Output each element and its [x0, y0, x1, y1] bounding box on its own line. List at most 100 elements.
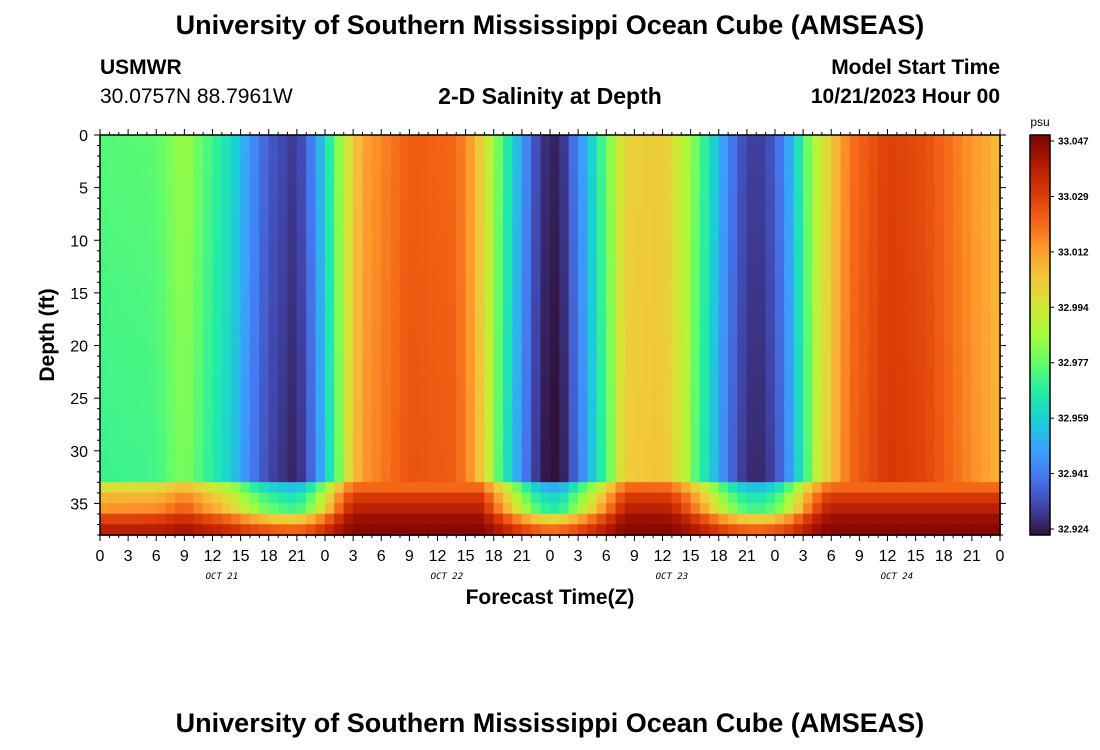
- heatmap-cell: [249, 408, 261, 420]
- heatmap-cell: [137, 187, 148, 199]
- heatmap-cell: [474, 271, 486, 284]
- heatmap-cell: [746, 345, 757, 357]
- heatmap-cell: [287, 208, 298, 220]
- heatmap-cell: [343, 176, 354, 189]
- heatmap-cell: [212, 261, 223, 273]
- heatmap-cell: [746, 524, 757, 536]
- heatmap-cell: [362, 250, 373, 263]
- heatmap-cell: [540, 303, 551, 315]
- heatmap-cell: [699, 471, 711, 484]
- heatmap-cell: [240, 398, 251, 410]
- heatmap-cell: [334, 345, 345, 357]
- heatmap-cell: [277, 155, 289, 168]
- heatmap-cell: [840, 292, 851, 305]
- heatmap-cell: [399, 492, 411, 505]
- heatmap-cell: [324, 155, 336, 168]
- heatmap-cell: [127, 250, 139, 263]
- heatmap-cell: [531, 398, 542, 410]
- heatmap-cell: [156, 450, 167, 463]
- heatmap-cell: [784, 292, 795, 305]
- heatmap-cell: [690, 513, 701, 526]
- heatmap-cell: [456, 208, 467, 220]
- heatmap-cell: [118, 366, 129, 378]
- heatmap-cell: [315, 145, 326, 157]
- heatmap-cell: [746, 166, 757, 178]
- heatmap-cell: [793, 461, 804, 473]
- heatmap-cell: [699, 313, 711, 326]
- heatmap-cell: [652, 408, 664, 420]
- heatmap-cell: [240, 155, 251, 168]
- heatmap-cell: [709, 513, 720, 526]
- heatmap-cell: [427, 324, 439, 336]
- heatmap-cell: [352, 471, 364, 484]
- heatmap-cell: [652, 155, 664, 168]
- heatmap-cell: [596, 355, 607, 368]
- heatmap-cell: [212, 303, 223, 315]
- heatmap-cell: [962, 461, 973, 473]
- heatmap-cell: [493, 503, 504, 515]
- heatmap-cell: [568, 155, 579, 168]
- heatmap-cell: [156, 134, 167, 147]
- heatmap-cell: [137, 313, 148, 326]
- heatmap-cell: [240, 450, 251, 463]
- heatmap-cell: [802, 461, 814, 473]
- heatmap-cell: [127, 282, 139, 294]
- heatmap-cell: [390, 240, 401, 252]
- heatmap-cell: [549, 271, 561, 284]
- heatmap-cell: [502, 176, 514, 189]
- heatmap-cell: [409, 398, 420, 410]
- heatmap-cell: [756, 345, 767, 357]
- heatmap-cell: [137, 176, 148, 189]
- heatmap-cell: [887, 471, 898, 484]
- heatmap-cell: [165, 450, 176, 463]
- heatmap-cell: [521, 292, 532, 305]
- heatmap-cell: [943, 240, 954, 252]
- heatmap-cell: [774, 134, 786, 147]
- heatmap-cell: [577, 176, 589, 189]
- heatmap-cell: [643, 503, 654, 515]
- heatmap-cell: [559, 166, 570, 178]
- heatmap-cell: [174, 471, 186, 484]
- heatmap-cell: [381, 376, 392, 389]
- heatmap-cell: [118, 503, 129, 515]
- heatmap-cell: [484, 176, 495, 189]
- heatmap-cell: [343, 324, 354, 336]
- heatmap-cell: [202, 261, 214, 273]
- heatmap-cell: [774, 366, 786, 378]
- heatmap-cell: [840, 187, 851, 199]
- heatmap-cell: [99, 355, 111, 368]
- heatmap-cell: [587, 345, 598, 357]
- heatmap-cell: [868, 461, 879, 473]
- x-tick-label: 12: [879, 548, 897, 565]
- heatmap-cell: [896, 376, 907, 389]
- heatmap-cell: [212, 482, 223, 494]
- heatmap-cell: [971, 187, 982, 199]
- heatmap-cell: [671, 176, 682, 189]
- heatmap-cell: [840, 345, 851, 357]
- heatmap-cell: [596, 292, 607, 305]
- heatmap-cell: [268, 450, 279, 463]
- heatmap-cell: [465, 240, 476, 252]
- heatmap-cell: [465, 313, 476, 326]
- heatmap-cell: [249, 398, 261, 410]
- heatmap-cell: [727, 261, 739, 273]
- heatmap-cell: [877, 198, 889, 210]
- heatmap-cell: [156, 155, 167, 168]
- heatmap-cell: [381, 134, 392, 147]
- heatmap-cell: [540, 471, 551, 484]
- heatmap-cell: [812, 492, 823, 505]
- heatmap-cell: [287, 450, 298, 463]
- heatmap-cell: [690, 503, 701, 515]
- heatmap-cell: [127, 271, 139, 284]
- heatmap-cell: [456, 176, 467, 189]
- heatmap-cell: [174, 503, 186, 515]
- heatmap-cell: [671, 292, 682, 305]
- heatmap-cell: [849, 292, 861, 305]
- heatmap-cell: [859, 134, 870, 147]
- heatmap-cell: [109, 408, 120, 420]
- heatmap-cell: [456, 461, 467, 473]
- heatmap-cell: [652, 292, 664, 305]
- heatmap-cell: [137, 355, 148, 368]
- heatmap-cell: [943, 250, 954, 263]
- heatmap-cell: [99, 376, 111, 389]
